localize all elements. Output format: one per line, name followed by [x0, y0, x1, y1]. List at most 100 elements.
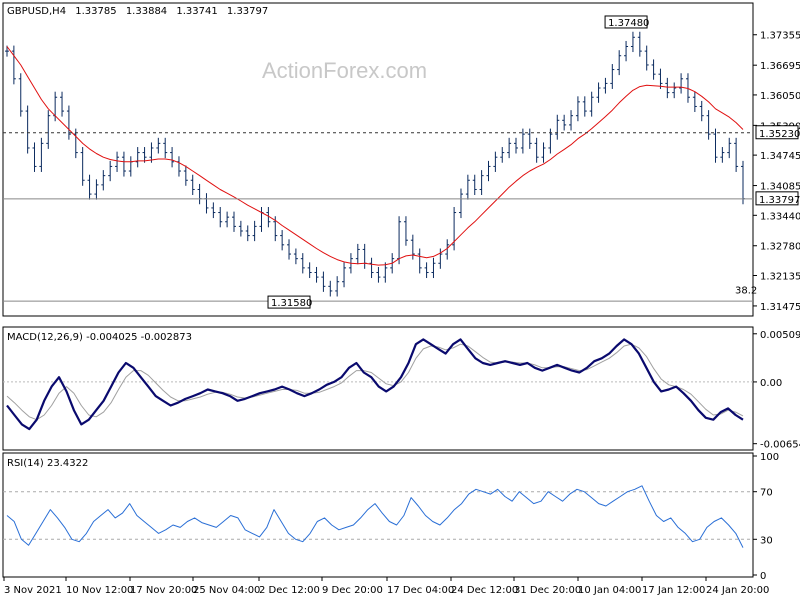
x-tick-label: 24 Jan 20:00 — [706, 585, 769, 596]
price-bar — [314, 266, 319, 283]
price-bar — [541, 142, 546, 163]
price-bar — [362, 243, 367, 269]
price-bar — [328, 280, 333, 297]
price-y-tick-label: 1.32135 — [760, 271, 800, 282]
price-bar — [60, 91, 65, 117]
price-bar — [706, 110, 711, 140]
price-bar — [569, 110, 574, 131]
price-bar — [163, 137, 168, 159]
price-bar — [135, 147, 140, 168]
y-axes: 1.373551.366951.360501.353901.347451.340… — [753, 31, 800, 582]
price-bar — [149, 142, 154, 163]
rsi-line — [6, 485, 744, 548]
price-bar — [603, 77, 608, 94]
price-bar — [11, 45, 16, 85]
price-y-tick-label: 1.34085 — [760, 182, 800, 193]
price-bar — [32, 142, 37, 172]
macd-y-tick-label: 0.00 — [760, 378, 782, 389]
price-bar — [39, 137, 44, 172]
price-y-tick-label: 1.36050 — [760, 91, 800, 102]
x-tick-label: 24 Dec 12:00 — [451, 585, 518, 596]
price-marker-label: 1.35230 — [759, 129, 800, 140]
price-bar — [637, 31, 642, 57]
price-marker-box — [755, 125, 799, 140]
ohlc-open: 1.33785 — [75, 6, 116, 17]
price-bar — [624, 40, 629, 62]
price-bar — [101, 170, 106, 191]
macd-plot — [3, 338, 753, 431]
price-bar — [66, 105, 71, 140]
price-bar — [80, 147, 85, 186]
price-bar — [197, 183, 202, 205]
price-bar — [293, 248, 298, 265]
x-tick-label: 9 Dec 20:00 — [322, 585, 383, 596]
price-bar — [658, 68, 663, 89]
price-bar — [280, 230, 285, 251]
price-bar — [514, 137, 519, 154]
ohlc-low: 1.33741 — [176, 6, 217, 17]
ohlc-close: 1.33797 — [227, 6, 268, 17]
price-annotation-box — [267, 295, 311, 309]
price-header: GBPUSD,H4 1.33785 1.33884 1.33741 1.3379… — [7, 6, 268, 17]
watermark: ActionForex.com — [262, 58, 427, 83]
x-tick-label: 3 Nov 2021 — [4, 585, 62, 596]
x-tick-label: 2 Dec 12:00 — [259, 585, 320, 596]
price-bar — [589, 91, 594, 117]
price-bar — [397, 216, 402, 265]
price-bar — [534, 137, 539, 163]
price-bar — [321, 271, 326, 292]
price-bar — [424, 262, 429, 279]
price-bar — [555, 114, 560, 140]
price-bar — [376, 266, 381, 283]
price-bar — [369, 257, 374, 279]
price-bar — [727, 137, 732, 159]
x-tick-label: 10 Jan 04:00 — [578, 585, 641, 596]
price-bar — [170, 147, 175, 168]
price-y-tick-label: 1.34745 — [760, 151, 800, 162]
price-bar — [486, 160, 491, 182]
price-bar — [87, 174, 92, 200]
price-y-tick-label: 1.37355 — [760, 31, 800, 42]
price-bar — [630, 31, 635, 53]
price-bar — [679, 73, 684, 94]
price-bar — [176, 156, 181, 177]
price-y-tick-label: 1.32780 — [760, 242, 800, 253]
price-bar — [713, 128, 718, 163]
price-bar — [465, 174, 470, 200]
price-y-tick-label: 1.36695 — [760, 61, 800, 72]
price-bar — [493, 151, 498, 172]
price-bar — [259, 207, 264, 232]
macd-signal-line — [6, 343, 744, 421]
x-tick-label: 17 Jan 12:00 — [642, 585, 705, 596]
price-bar — [438, 248, 443, 269]
price-bar — [335, 276, 340, 297]
macd-line — [6, 338, 744, 431]
rsi-y-tick-label: 100 — [760, 452, 779, 463]
price-annotation-box — [604, 15, 648, 29]
x-tick-label: 17 Dec 04:00 — [387, 585, 454, 596]
price-bar — [142, 147, 147, 163]
price-bar — [520, 128, 525, 154]
price-bar — [582, 96, 587, 117]
price-bar — [5, 45, 9, 57]
moving-average-line — [6, 46, 744, 266]
price-bar — [445, 239, 450, 260]
rsi-panel-frame — [2, 452, 754, 578]
price-bar — [183, 165, 188, 186]
price-plot: 1.37480 1.31580 38.2 — [3, 15, 757, 309]
price-bar — [307, 262, 312, 279]
price-bar — [108, 160, 113, 182]
price-bar — [115, 151, 120, 172]
macd-panel-frame — [2, 326, 754, 451]
price-y-tick-label: 1.33440 — [760, 211, 800, 222]
price-bar — [383, 262, 388, 283]
price-bar — [25, 105, 30, 154]
x-tick-label: 10 Nov 12:00 — [66, 585, 133, 596]
rsi-plot — [3, 485, 753, 548]
price-bar — [472, 174, 477, 196]
price-y-tick-label: 1.31475 — [760, 302, 800, 313]
price-bar — [651, 59, 656, 80]
x-tick-label: 31 Dec 20:00 — [514, 585, 581, 596]
price-bar — [458, 188, 463, 219]
